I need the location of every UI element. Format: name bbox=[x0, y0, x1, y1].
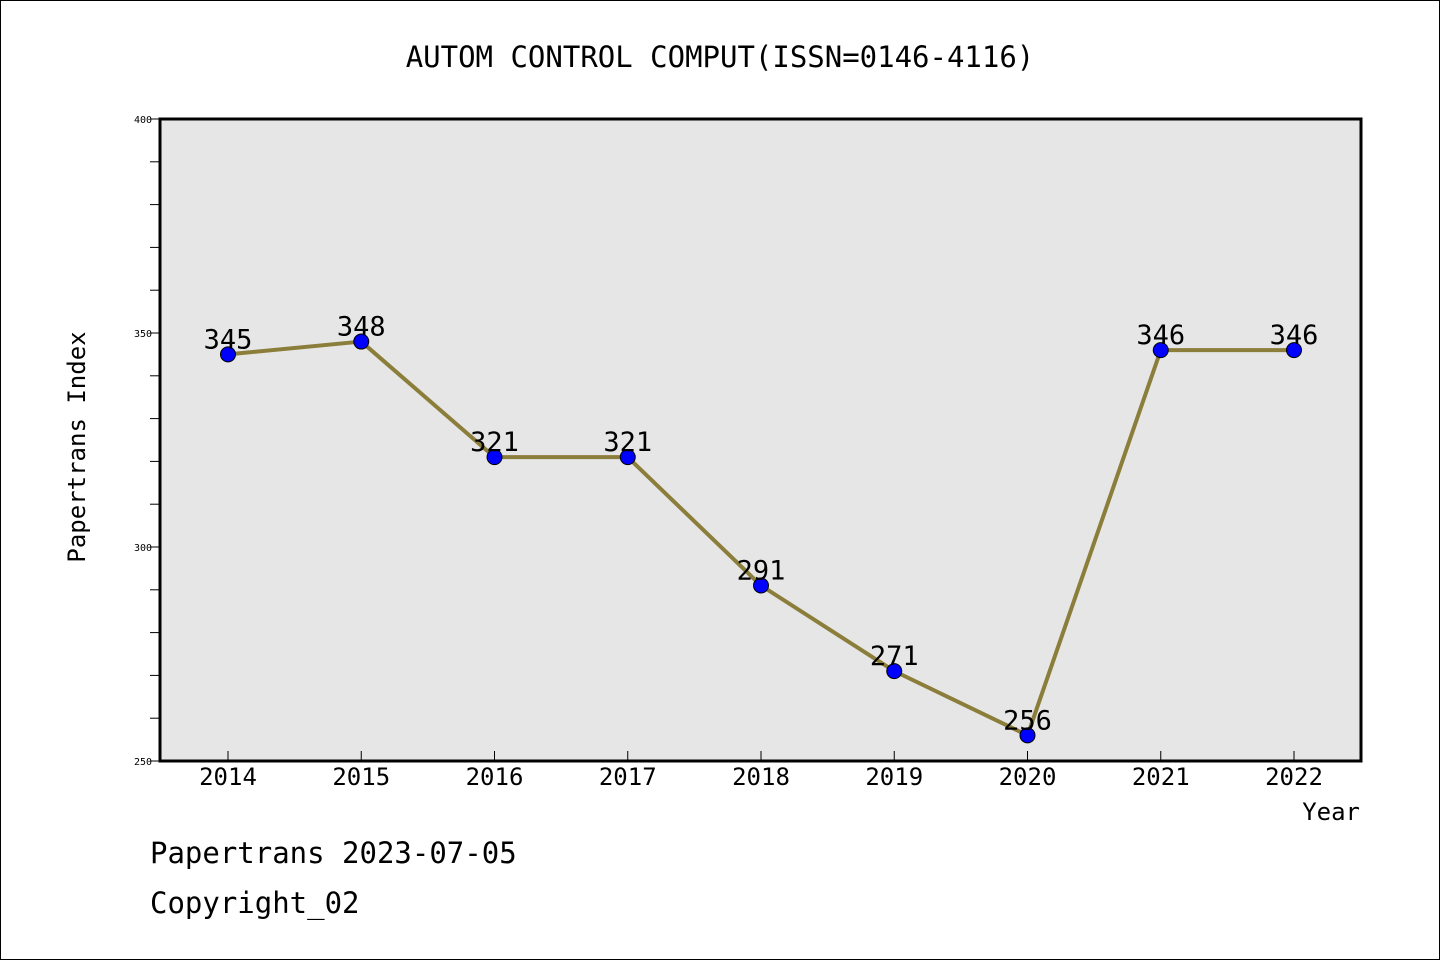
x-tick-label: 2017 bbox=[599, 763, 657, 791]
x-axis-label: Year bbox=[1302, 798, 1360, 826]
data-point-marker bbox=[353, 333, 370, 350]
data-label: 348 bbox=[337, 312, 386, 343]
data-point-marker bbox=[220, 346, 236, 363]
data-point-marker bbox=[1286, 342, 1302, 359]
chart-title: AUTOM CONTROL COMPUT(ISSN=0146-4116) bbox=[406, 40, 1035, 74]
x-tick-label: 2021 bbox=[1132, 763, 1190, 791]
x-axis: 2014 2015 2016 2017 2018 2019 2020 2021 2022 bbox=[199, 751, 1323, 791]
data-point-marker bbox=[1152, 342, 1169, 359]
y-tick-label: 300 bbox=[134, 543, 152, 554]
data-label: 346 bbox=[1136, 320, 1185, 351]
x-tick-label: 2019 bbox=[865, 763, 923, 791]
y-axis: 250 300 350 400 bbox=[134, 115, 160, 768]
x-tick-label: 2016 bbox=[466, 763, 524, 791]
data-label: 256 bbox=[1003, 705, 1052, 736]
y-tick-label: 350 bbox=[134, 329, 152, 340]
data-label: 345 bbox=[204, 324, 253, 355]
data-point-marker bbox=[1019, 727, 1036, 744]
footer-copyright: Copyright_02 bbox=[150, 886, 360, 920]
data-label: 321 bbox=[603, 427, 652, 458]
x-tick-label: 2015 bbox=[332, 763, 390, 791]
data-point-marker bbox=[753, 577, 769, 594]
series-papertrans-index bbox=[220, 333, 1302, 744]
data-label: 291 bbox=[737, 556, 786, 587]
data-label: 271 bbox=[870, 641, 919, 672]
x-tick-label: 2014 bbox=[199, 763, 257, 791]
x-tick-label: 2022 bbox=[1265, 763, 1323, 791]
data-point-marker bbox=[619, 449, 636, 466]
plot-area bbox=[158, 117, 1363, 763]
data-label: 321 bbox=[470, 427, 519, 458]
data-labels: 345 348 321 321 291 271 256 346 346 bbox=[204, 312, 1319, 737]
x-tick-label: 2020 bbox=[999, 763, 1057, 791]
data-label: 346 bbox=[1270, 320, 1319, 351]
x-tick-label: 2018 bbox=[732, 763, 790, 791]
y-tick-label: 250 bbox=[134, 757, 152, 768]
data-point-marker bbox=[886, 663, 903, 680]
footer-date: Papertrans 2023-07-05 bbox=[150, 836, 517, 870]
y-tick-label: 400 bbox=[134, 115, 152, 126]
data-point-marker bbox=[486, 449, 503, 466]
y-axis-label: Papertrans Index bbox=[63, 331, 91, 562]
